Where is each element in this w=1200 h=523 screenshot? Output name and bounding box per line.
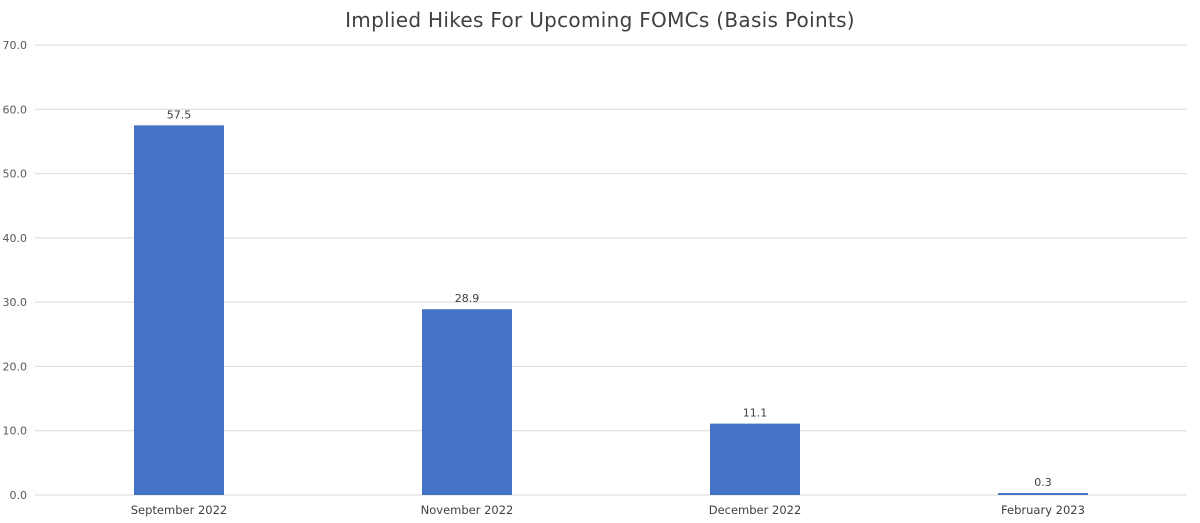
bar [422, 309, 512, 495]
y-tick-label: 40.0 [3, 232, 28, 245]
x-category-label: November 2022 [421, 503, 514, 517]
y-tick-label: 10.0 [3, 425, 28, 438]
data-label: 28.9 [455, 292, 480, 305]
y-tick-label: 30.0 [3, 296, 28, 309]
data-labels: 57.5 28.9 11.1 0.3 [167, 108, 1052, 489]
x-axis-category-labels: September 2022 November 2022 December 2022… [131, 503, 1085, 517]
y-axis-tick-labels: 0.0 10.0 20.0 30.0 40.0 50.0 60.0 70.0 [3, 39, 28, 502]
chart-title: Implied Hikes For Upcoming FOMCs (Basis … [345, 8, 855, 32]
x-category-label: December 2022 [709, 503, 802, 517]
x-category-label: September 2022 [131, 503, 228, 517]
y-tick-label: 20.0 [3, 360, 28, 373]
y-tick-label: 0.0 [10, 489, 28, 502]
y-tick-label: 70.0 [3, 39, 28, 52]
bar [710, 423, 800, 495]
bars [134, 125, 1088, 495]
bar [134, 125, 224, 495]
data-label: 57.5 [167, 108, 192, 121]
gridlines [35, 44, 1187, 496]
bar [998, 493, 1088, 495]
x-category-label: February 2023 [1001, 503, 1085, 517]
y-tick-label: 60.0 [3, 103, 28, 116]
data-label: 11.1 [743, 407, 768, 420]
data-label: 0.3 [1034, 476, 1052, 489]
y-tick-label: 50.0 [3, 168, 28, 181]
